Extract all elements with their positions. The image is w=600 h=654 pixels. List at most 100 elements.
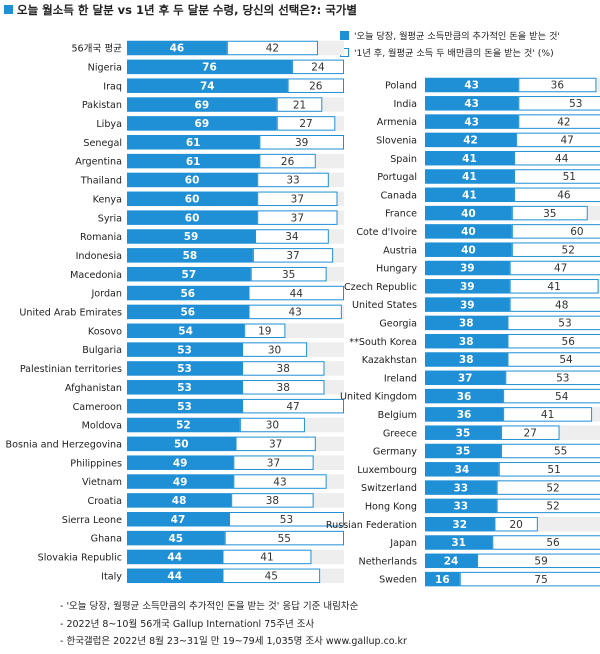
bar-later [233, 474, 327, 489]
bar-later [224, 530, 344, 546]
bar-no-answer [537, 516, 600, 532]
bar-today [425, 516, 495, 532]
data-label-later: 21 [293, 99, 306, 111]
data-label-today: 56 [180, 288, 195, 300]
data-label-today: 43 [464, 116, 479, 128]
bar-later [516, 132, 600, 148]
bar-today [127, 304, 249, 320]
data-label-later: 60 [570, 226, 583, 238]
category-label: Nigeria [88, 62, 122, 73]
data-label-later: 19 [258, 325, 271, 337]
data-label-later: 41 [547, 281, 560, 293]
data-label-later: 48 [555, 299, 568, 311]
category-label: Canada [380, 190, 417, 201]
data-label-today: 31 [451, 537, 466, 549]
bar-no-answer [326, 266, 344, 282]
category-label: Ireland [384, 373, 417, 384]
bar-today [425, 370, 506, 386]
data-label-later: 53 [558, 318, 571, 330]
bar-later [511, 224, 600, 239]
bar-today [425, 462, 499, 477]
data-label-today: 32 [452, 519, 467, 531]
bar-today [425, 260, 510, 276]
bar-today [425, 77, 519, 93]
bar-today [127, 229, 256, 244]
data-label-later: 54 [555, 391, 569, 403]
category-label: Sweden [379, 575, 417, 586]
bar-later [500, 443, 600, 459]
bar-no-answer [304, 417, 344, 433]
category-label: Jordan [90, 289, 122, 300]
bar-later [233, 455, 314, 470]
bar-later [518, 77, 597, 93]
bar-today [425, 297, 510, 312]
bar-later [235, 436, 316, 452]
bar-no-answer [324, 361, 344, 376]
bar-later [503, 388, 600, 404]
data-label-today: 60 [185, 194, 200, 206]
data-label-later: 35 [543, 208, 556, 220]
data-label-later: 30 [268, 344, 281, 356]
bar-today [127, 135, 260, 150]
category-label: Russian Federation [326, 520, 417, 531]
bar-later [244, 323, 286, 338]
category-label: Moldova [82, 421, 122, 432]
data-label-today: 54 [178, 325, 193, 337]
chart-title-text: 오늘 월소득 한 달분 vs 1년 후 두 달분 수령, 당신의 선택은?: 국… [17, 3, 357, 17]
data-label-today: 40 [461, 244, 476, 256]
bar-no-answer [315, 436, 344, 452]
bar-today [425, 169, 514, 184]
category-label: Greece [383, 428, 417, 439]
bar-later [257, 210, 338, 225]
data-label-today: 53 [177, 363, 192, 375]
data-label-later: 37 [267, 457, 280, 469]
data-label-today: 76 [202, 62, 217, 74]
bar-no-answer [328, 172, 344, 188]
bar-no-answer [598, 279, 600, 294]
bar-today [127, 361, 243, 376]
data-label-later: 30 [266, 420, 279, 432]
bar-later [231, 493, 314, 508]
category-label: Iraq [103, 81, 122, 92]
category-label: Philippines [70, 458, 122, 469]
bar-no-answer [596, 77, 600, 93]
footnote-1: - '오늘 당장, 월평균 소득만큼의 추가적인 돈을 받는 것' 응답 기준 … [60, 601, 359, 612]
bar-later [276, 97, 323, 112]
bar-no-answer [320, 568, 344, 584]
data-label-later: 37 [269, 439, 282, 451]
data-label-later: 46 [557, 190, 571, 202]
footnote-3: - 한국갤럽은 2022년 8월 23~31일 만 19~79세 1,035명 … [60, 636, 407, 647]
data-label-today: 49 [173, 457, 188, 469]
bar-later [509, 260, 600, 276]
bar-today [425, 425, 501, 440]
data-label-today: 40 [461, 208, 476, 220]
category-label: 56개국 평균 [71, 44, 122, 55]
data-label-later: 37 [286, 250, 299, 262]
data-label-later: 27 [299, 118, 312, 130]
bar-today [127, 153, 260, 169]
bar-today [425, 352, 508, 367]
bar-today [127, 398, 243, 414]
data-label-today: 36 [457, 391, 472, 403]
category-label: Pakistan [82, 100, 122, 111]
category-label: United Kingdom [340, 392, 417, 403]
bar-today [425, 96, 519, 111]
data-label-later: 53 [569, 98, 582, 110]
data-label-today: 61 [186, 137, 201, 149]
legend-swatch-today [340, 31, 349, 40]
data-label-later: 37 [291, 194, 304, 206]
bar-today [425, 242, 512, 257]
data-label-later: 43 [273, 476, 286, 488]
bar-no-answer [337, 210, 344, 225]
category-label: Cameroon [73, 402, 122, 413]
bar-no-answer [285, 323, 344, 338]
category-label: Kenya [93, 194, 122, 205]
bar-today [425, 333, 508, 349]
data-label-later: 39 [295, 137, 308, 149]
bar-later [507, 315, 600, 331]
data-label-today: 38 [459, 318, 474, 330]
bar-later [222, 568, 321, 584]
data-label-today: 60 [185, 212, 200, 224]
data-label-today: 53 [177, 401, 192, 413]
data-label-today: 57 [182, 269, 197, 281]
